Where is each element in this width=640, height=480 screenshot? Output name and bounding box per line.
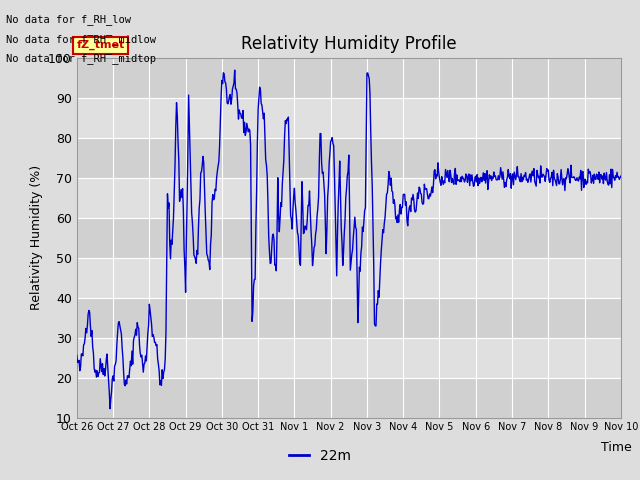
Bar <box>77 97 621 138</box>
Y-axis label: Relativity Humidity (%): Relativity Humidity (%) <box>29 165 42 310</box>
Bar <box>77 217 621 258</box>
Title: Relativity Humidity Profile: Relativity Humidity Profile <box>241 35 456 53</box>
Bar <box>77 58 621 97</box>
Legend: 22m: 22m <box>283 443 357 468</box>
Text: No data for f̅RH̅_midlow: No data for f̅RH̅_midlow <box>6 34 156 45</box>
Bar <box>77 378 621 418</box>
Text: No data for f_RH_low: No data for f_RH_low <box>6 14 131 25</box>
Bar <box>77 138 621 178</box>
Bar <box>77 298 621 337</box>
X-axis label: Time: Time <box>601 441 632 454</box>
Text: No data for f_RH̅_midtop: No data for f_RH̅_midtop <box>6 53 156 64</box>
Bar <box>77 258 621 298</box>
Text: fZ_tmet: fZ_tmet <box>77 40 125 50</box>
Bar <box>77 178 621 217</box>
Bar <box>77 337 621 378</box>
